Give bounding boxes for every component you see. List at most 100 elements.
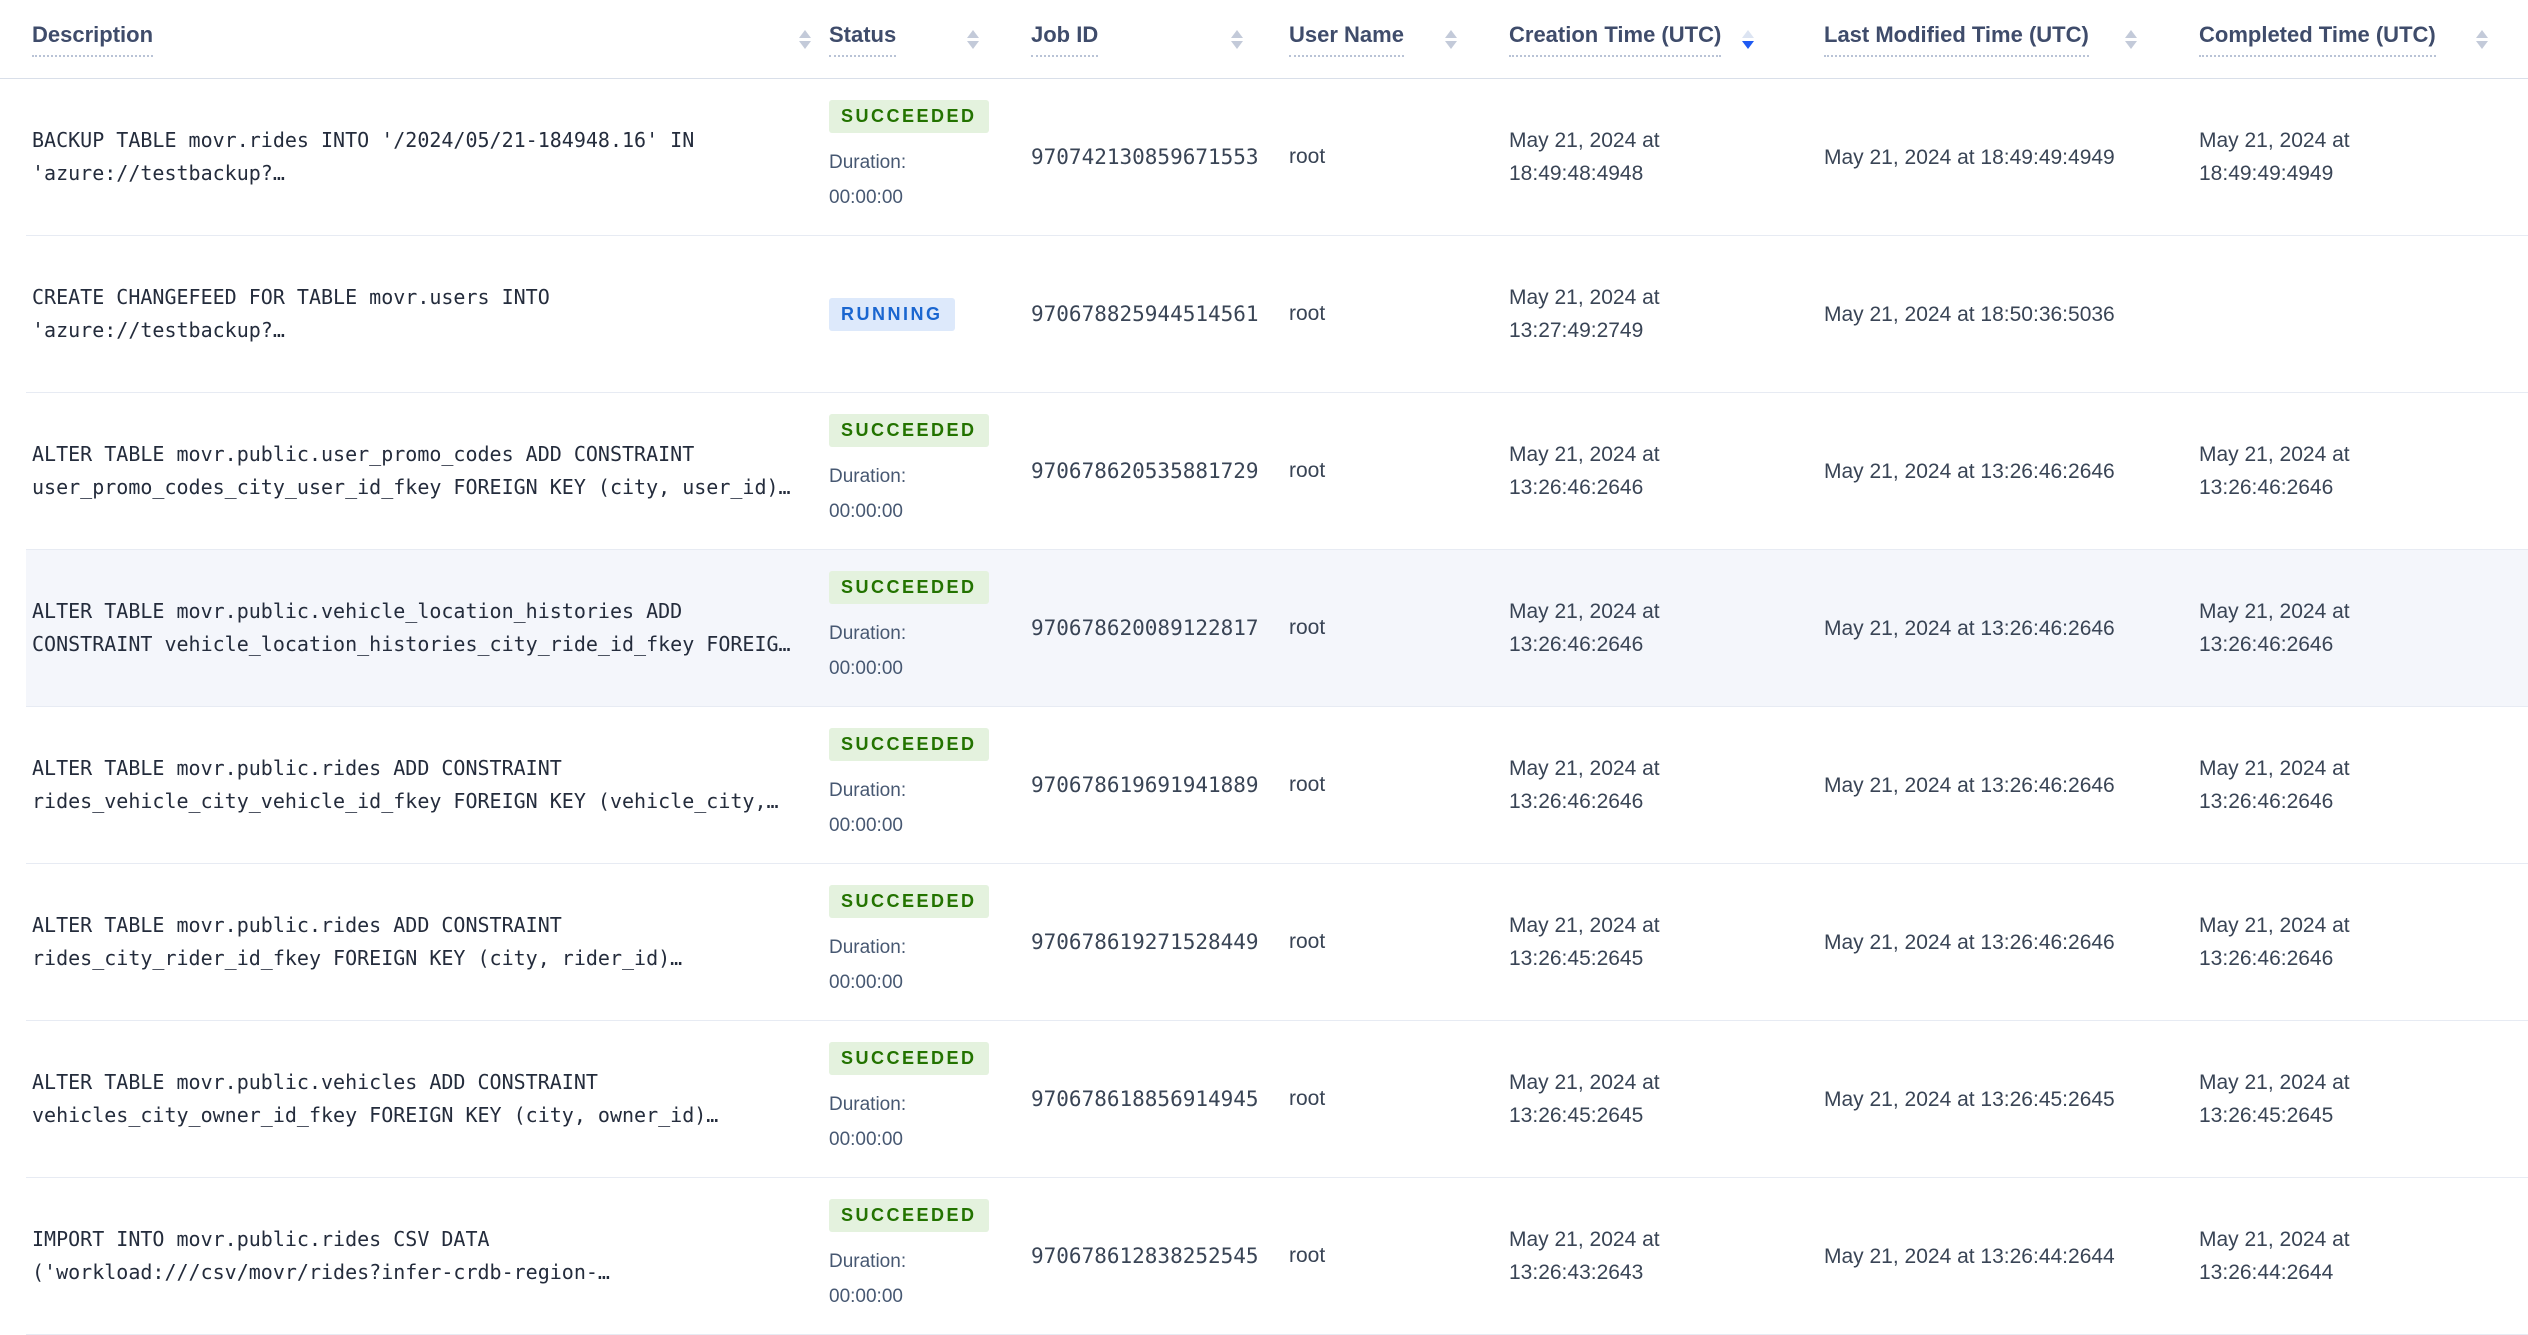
- user-name: root: [1289, 1087, 1326, 1110]
- table-row[interactable]: CREATE CHANGEFEED FOR TABLE movr.users I…: [26, 236, 2528, 393]
- job-description-cell: BACKUP TABLE movr.rides INTO '/2024/05/2…: [26, 124, 829, 190]
- job-id: 970678619691941889: [1031, 773, 1259, 797]
- user-name: root: [1289, 616, 1326, 639]
- job-id: 970678620535881729: [1031, 459, 1259, 483]
- sort-arrows-icon[interactable]: [1231, 29, 1243, 49]
- job-description: ALTER TABLE movr.public.rides ADD CONSTR…: [32, 913, 683, 970]
- status-badge: SUCCEEDED: [829, 99, 989, 133]
- column-header-user-name[interactable]: User Name: [1289, 22, 1509, 57]
- column-header-job-id[interactable]: Job ID: [1031, 22, 1289, 57]
- job-status-cell: SUCCEEDED Duration: 00:00:00: [829, 727, 1031, 843]
- table-row[interactable]: ALTER TABLE movr.public.vehicles ADD CON…: [26, 1021, 2528, 1178]
- user-name: root: [1289, 1244, 1326, 1267]
- creation-time: May 21, 2024 at 18:49:48:4948: [1509, 129, 1660, 185]
- job-duration: Duration: 00:00:00: [829, 1250, 907, 1307]
- sort-arrows-icon[interactable]: [2476, 29, 2488, 49]
- user-name: root: [1289, 459, 1326, 482]
- table-row[interactable]: BACKUP TABLE movr.rides INTO '/2024/05/2…: [26, 79, 2528, 236]
- job-status-cell: SUCCEEDED Duration: 00:00:00: [829, 1198, 1031, 1314]
- table-header: Description Status Job ID User Name Crea…: [0, 0, 2528, 79]
- job-description-cell: CREATE CHANGEFEED FOR TABLE movr.users I…: [26, 281, 829, 347]
- creation-time: May 21, 2024 at 13:26:45:2645: [1509, 1071, 1660, 1127]
- last-modified-time: May 21, 2024 at 13:26:46:2646: [1824, 773, 2115, 797]
- job-status-cell: RUNNING: [829, 297, 1031, 331]
- job-description-cell: ALTER TABLE movr.public.vehicle_location…: [26, 595, 829, 661]
- job-status-cell: SUCCEEDED Duration: 00:00:00: [829, 99, 1031, 215]
- job-description: IMPORT INTO movr.public.rides CSV DATA (…: [32, 1227, 610, 1284]
- creation-time: May 21, 2024 at 13:26:46:2646: [1509, 600, 1660, 656]
- status-badge: RUNNING: [829, 297, 955, 331]
- completed-time: May 21, 2024 at 18:49:49:4949: [2199, 129, 2350, 185]
- last-modified-time: May 21, 2024 at 13:26:44:2644: [1824, 1244, 2115, 1268]
- job-description-cell: ALTER TABLE movr.public.rides ADD CONSTR…: [26, 752, 829, 818]
- completed-time: May 21, 2024 at 13:26:44:2644: [2199, 1228, 2350, 1284]
- sort-arrows-icon[interactable]: [2125, 29, 2137, 49]
- job-id: 970678620089122817: [1031, 616, 1259, 640]
- job-status-cell: SUCCEEDED Duration: 00:00:00: [829, 413, 1031, 529]
- job-description: ALTER TABLE movr.public.vehicle_location…: [32, 599, 791, 656]
- completed-time: May 21, 2024 at 13:26:46:2646: [2199, 443, 2350, 499]
- user-name: root: [1289, 930, 1326, 953]
- status-badge: SUCCEEDED: [829, 1041, 989, 1075]
- creation-time: May 21, 2024 at 13:26:45:2645: [1509, 914, 1660, 970]
- job-duration: Duration: 00:00:00: [829, 1093, 907, 1150]
- table-row[interactable]: IMPORT INTO movr.public.rides CSV DATA (…: [26, 1178, 2528, 1335]
- user-name: root: [1289, 145, 1326, 168]
- column-label: User Name: [1289, 22, 1404, 57]
- user-name: root: [1289, 773, 1326, 796]
- table-row[interactable]: ALTER TABLE movr.public.user_promo_codes…: [26, 393, 2528, 550]
- sort-arrows-icon[interactable]: [799, 29, 811, 49]
- last-modified-time: May 21, 2024 at 13:26:46:2646: [1824, 930, 2115, 954]
- job-duration: Duration: 00:00:00: [829, 151, 907, 208]
- table-body: BACKUP TABLE movr.rides INTO '/2024/05/2…: [26, 79, 2528, 1335]
- job-id: 970678619271528449: [1031, 930, 1259, 954]
- sort-arrows-icon[interactable]: [1445, 29, 1457, 49]
- job-description-cell: ALTER TABLE movr.public.user_promo_codes…: [26, 438, 829, 504]
- column-label: Creation Time (UTC): [1509, 22, 1722, 57]
- last-modified-time: May 21, 2024 at 13:26:45:2645: [1824, 1087, 2115, 1111]
- job-id: 970742130859671553: [1031, 145, 1259, 169]
- job-description-cell: ALTER TABLE movr.public.vehicles ADD CON…: [26, 1066, 829, 1132]
- status-badge: SUCCEEDED: [829, 727, 989, 761]
- column-header-completed-time[interactable]: Completed Time (UTC): [2199, 22, 2502, 57]
- user-name: root: [1289, 302, 1326, 325]
- job-id: 970678612838252545: [1031, 1244, 1259, 1268]
- job-id: 970678618856914945: [1031, 1087, 1259, 1111]
- job-status-cell: SUCCEEDED Duration: 00:00:00: [829, 884, 1031, 1000]
- job-description-cell: ALTER TABLE movr.public.rides ADD CONSTR…: [26, 909, 829, 975]
- column-header-status[interactable]: Status: [829, 22, 1031, 57]
- completed-time: May 21, 2024 at 13:26:46:2646: [2199, 914, 2350, 970]
- job-status-cell: SUCCEEDED Duration: 00:00:00: [829, 1041, 1031, 1157]
- job-description: ALTER TABLE movr.public.vehicles ADD CON…: [32, 1070, 719, 1127]
- job-duration: Duration: 00:00:00: [829, 936, 907, 993]
- column-header-last-modified-time[interactable]: Last Modified Time (UTC): [1824, 22, 2199, 57]
- job-duration: Duration: 00:00:00: [829, 465, 907, 522]
- table-row[interactable]: ALTER TABLE movr.public.rides ADD CONSTR…: [26, 707, 2528, 864]
- completed-time: May 21, 2024 at 13:26:46:2646: [2199, 757, 2350, 813]
- creation-time: May 21, 2024 at 13:27:49:2749: [1509, 286, 1660, 342]
- creation-time: May 21, 2024 at 13:26:43:2643: [1509, 1228, 1660, 1284]
- table-row[interactable]: ALTER TABLE movr.public.vehicle_location…: [26, 550, 2528, 707]
- column-label: Description: [32, 22, 154, 57]
- job-description: BACKUP TABLE movr.rides INTO '/2024/05/2…: [32, 128, 695, 185]
- last-modified-time: May 21, 2024 at 13:26:46:2646: [1824, 459, 2115, 483]
- status-badge: SUCCEEDED: [829, 884, 989, 918]
- column-header-description[interactable]: Description: [26, 22, 829, 57]
- last-modified-time: May 21, 2024 at 13:26:46:2646: [1824, 616, 2115, 640]
- creation-time: May 21, 2024 at 13:26:46:2646: [1509, 443, 1660, 499]
- completed-time: May 21, 2024 at 13:26:45:2645: [2199, 1071, 2350, 1127]
- last-modified-time: May 21, 2024 at 18:50:36:5036: [1824, 302, 2115, 326]
- job-description: CREATE CHANGEFEED FOR TABLE movr.users I…: [32, 285, 550, 342]
- column-header-creation-time[interactable]: Creation Time (UTC): [1509, 22, 1824, 57]
- column-label: Completed Time (UTC): [2199, 22, 2436, 57]
- status-badge: SUCCEEDED: [829, 570, 989, 604]
- sort-arrows-icon[interactable]: [967, 29, 979, 49]
- job-description: ALTER TABLE movr.public.rides ADD CONSTR…: [32, 756, 779, 813]
- job-status-cell: SUCCEEDED Duration: 00:00:00: [829, 570, 1031, 686]
- column-label: Job ID: [1031, 22, 1099, 57]
- sort-arrows-icon[interactable]: [1721, 29, 1774, 49]
- table-row[interactable]: ALTER TABLE movr.public.rides ADD CONSTR…: [26, 864, 2528, 1021]
- completed-time: May 21, 2024 at 13:26:46:2646: [2199, 600, 2350, 656]
- creation-time: May 21, 2024 at 13:26:46:2646: [1509, 757, 1660, 813]
